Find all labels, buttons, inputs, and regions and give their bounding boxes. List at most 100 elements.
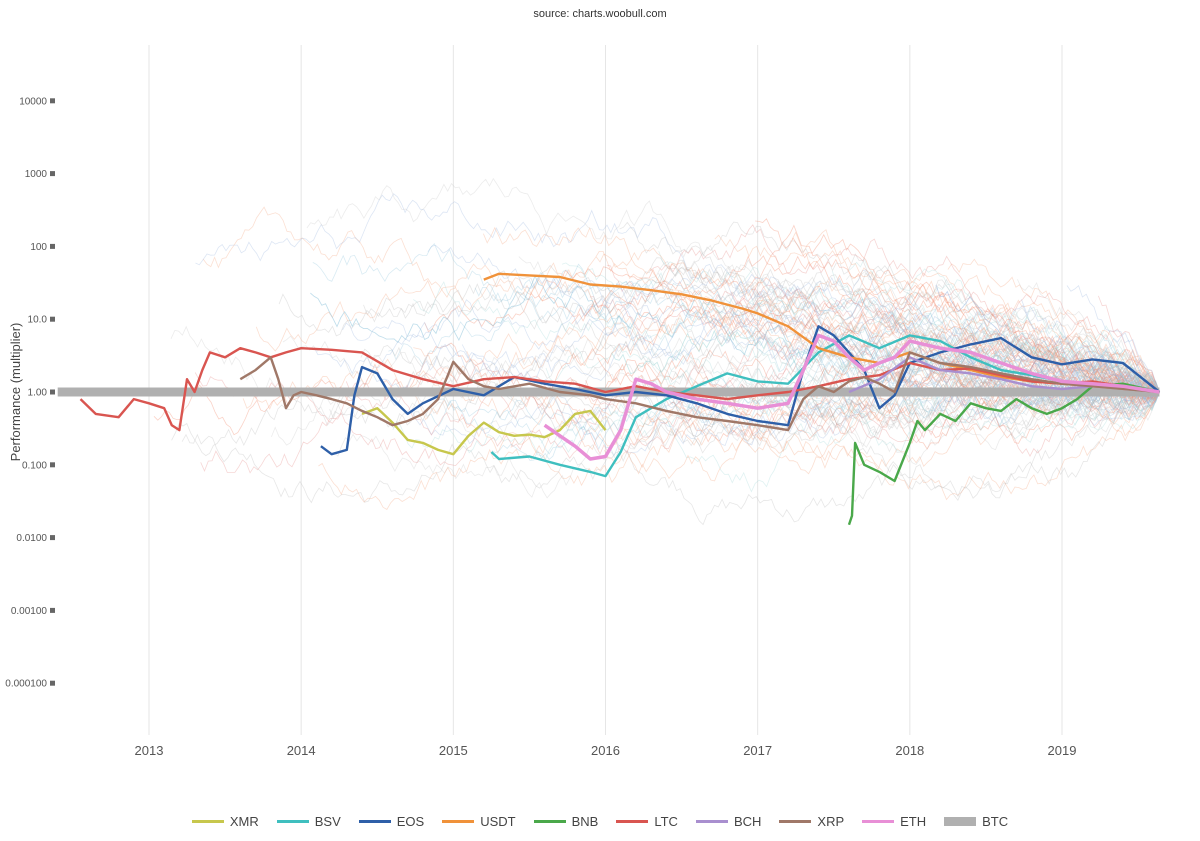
series-line-bnb [847, 382, 1160, 526]
series-line-bch [848, 356, 1160, 394]
background-coin-line [900, 304, 1160, 399]
legend-swatch [695, 820, 728, 823]
legend-swatch [862, 820, 895, 823]
background-coin-line [684, 268, 1160, 433]
y-axis-title: Performance (multiplier) [8, 323, 23, 462]
background-coin-line [571, 290, 1160, 405]
legend-item-btc[interactable]: BTC [944, 814, 1008, 829]
background-coin-line [709, 314, 1160, 399]
legend-label: XRP [817, 814, 845, 829]
background-coin-line [780, 291, 1160, 394]
background-coin-line [413, 268, 1160, 400]
y-tick-label: 10000 [19, 96, 47, 107]
background-coin-line [278, 270, 1160, 417]
background-coin-line [587, 287, 1160, 407]
background-coin-lines [153, 177, 1160, 526]
background-coin-line [848, 257, 1160, 402]
legend-label: USDT [480, 814, 516, 829]
background-coin-line [1066, 285, 1160, 393]
background-coin-line [561, 262, 1160, 393]
background-coin-line [312, 242, 1160, 419]
background-coin-line [1017, 279, 1160, 398]
background-coin-line [585, 359, 1160, 442]
legend-item-ltc[interactable]: LTC [616, 814, 678, 829]
legend-item-bch[interactable]: BCH [695, 814, 761, 829]
background-coin-line [491, 346, 1160, 461]
background-coin-line [181, 391, 1160, 526]
legend-item-eos[interactable]: EOS [358, 814, 424, 829]
series-line-ltc [79, 347, 1160, 432]
background-coin-line [436, 324, 1160, 434]
y-tick-mark [50, 462, 55, 468]
y-tick-mark [50, 535, 55, 541]
legend-label: BNB [571, 814, 599, 829]
background-coin-line [604, 391, 1160, 501]
background-coin-line [755, 218, 1160, 399]
background-coin-line [396, 342, 1160, 475]
series-line-xrp [239, 351, 1160, 432]
series-line-xmr [361, 407, 607, 456]
background-coin-line [606, 264, 1160, 411]
x-tick-label: 2015 [439, 743, 468, 758]
background-coin-line [846, 298, 1160, 398]
y-tick-label: 100 [30, 242, 47, 253]
background-coin-line [675, 354, 1160, 426]
legend-item-bsv[interactable]: BSV [276, 814, 341, 829]
background-coin-line [1079, 340, 1160, 404]
background-coin-line [924, 367, 1160, 422]
y-tick-mark [50, 243, 55, 249]
series-lines [57, 272, 1161, 526]
background-coin-line [466, 300, 1160, 393]
y-tick-label: 1000 [25, 169, 48, 180]
background-coin-line [957, 343, 1160, 427]
background-coin-line [271, 325, 1160, 446]
background-coin-line [1100, 347, 1160, 393]
background-coin-line [413, 281, 1160, 397]
y-axis-ticks: 10000 1000 100 10.0 1.00 0.100 0.0100 0.00100 0.… [5, 96, 55, 690]
background-coin-line [202, 206, 1160, 393]
background-coin-line [424, 255, 1160, 393]
x-axis-ticks: 2013 2014 2015 2016 2017 2018 2019 [135, 743, 1077, 758]
legend-item-eth[interactable]: ETH [862, 814, 926, 829]
background-coin-line [200, 353, 1160, 474]
background-coin-line [903, 279, 1160, 393]
legend-swatch [276, 820, 309, 823]
background-coin-line [333, 380, 1160, 499]
background-coin-line [589, 288, 1160, 404]
background-coin-line [908, 377, 1160, 439]
background-coin-line [968, 306, 1160, 393]
background-coin-line [941, 321, 1160, 393]
background-coin-line [1034, 363, 1160, 405]
y-tick-mark [50, 171, 55, 177]
background-coin-line [1075, 333, 1160, 393]
background-coin-line [171, 381, 1160, 498]
background-coin-line [153, 342, 1160, 450]
legend-swatch [533, 820, 566, 823]
legend-item-bnb[interactable]: BNB [533, 814, 599, 829]
background-coin-line [791, 229, 1160, 393]
background-coin-line [540, 376, 1160, 452]
legend-item-xmr[interactable]: XMR [191, 814, 259, 829]
legend-item-usdt[interactable]: USDT [442, 814, 516, 829]
y-tick-label: 0.000100 [5, 679, 47, 690]
y-tick-label: 0.100 [22, 460, 47, 471]
chart-legend: XMR BSV EOS USDT BNB LTC BCH XRP ETH BTC [0, 814, 1200, 829]
legend-item-xrp[interactable]: XRP [779, 814, 844, 829]
x-tick-label: 2019 [1048, 743, 1077, 758]
x-tick-label: 2014 [287, 743, 316, 758]
background-coin-line [947, 258, 1160, 396]
series-line-eth [543, 333, 1160, 461]
background-coin-line [461, 344, 1160, 454]
background-coin-line [546, 294, 1160, 405]
background-coin-line [820, 356, 1160, 412]
legend-label: ETH [900, 814, 927, 829]
background-coin-line [832, 376, 1160, 421]
series-line-eos [320, 325, 1161, 456]
background-coin-line [730, 291, 1160, 421]
background-coin-line [545, 334, 1160, 420]
background-coin-line [372, 310, 1160, 405]
legend-swatch [944, 817, 977, 826]
x-tick-label: 2018 [895, 743, 924, 758]
legend-swatch [358, 820, 391, 823]
